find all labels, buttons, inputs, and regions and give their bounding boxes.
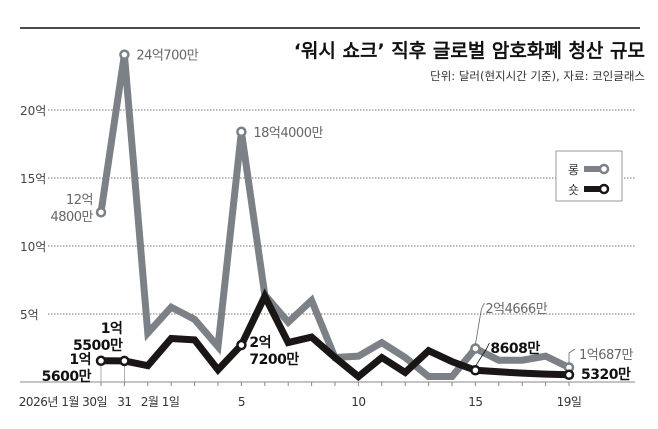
data-point-marker xyxy=(119,49,130,60)
legend-box xyxy=(555,150,623,202)
x-tick-label: 2026년 1월 30일 xyxy=(19,395,107,409)
leader-line xyxy=(475,302,485,345)
data-label: 7200만 xyxy=(249,352,299,368)
data-point-marker xyxy=(236,126,247,138)
data-label: 2억4666만 xyxy=(485,302,547,317)
data-label: 24억700만 xyxy=(136,49,198,64)
y-tick-label: 10억 xyxy=(20,240,46,254)
data-point-marker xyxy=(236,339,247,351)
data-label: 12억 xyxy=(66,193,93,208)
data-label: 5600만 xyxy=(42,369,92,385)
x-tick-label: 2월 1일 xyxy=(141,395,180,409)
chart-subtitle: 단위: 달러(현지시간 기준), 자료: 코인글래스 xyxy=(430,69,645,83)
data-point-marker xyxy=(95,207,107,218)
data-point-marker xyxy=(119,355,130,367)
data-label: 1억 xyxy=(69,352,91,368)
series-line-short xyxy=(100,288,570,382)
data-label: 1억 xyxy=(101,321,123,337)
data-label: 1억687만 xyxy=(579,348,634,363)
x-tick-label: 19일 xyxy=(557,395,582,409)
data-point-marker xyxy=(470,365,481,376)
x-tick-label: 10 xyxy=(351,395,365,409)
y-tick-label: 20억 xyxy=(20,104,46,118)
data-point-marker xyxy=(95,355,107,367)
legend-marker xyxy=(598,163,610,175)
x-tick-label: 15 xyxy=(468,395,482,409)
x-tick-label: 31 xyxy=(117,395,131,409)
legend-label: 롱 xyxy=(568,163,579,177)
data-label: 5500만 xyxy=(73,338,123,354)
legend-marker xyxy=(598,183,610,195)
leader-line xyxy=(475,342,490,367)
legend-label: 숏 xyxy=(568,183,579,197)
data-label: 18억4000만 xyxy=(253,126,323,141)
data-label: 2억 xyxy=(249,335,271,351)
data-label: 4800만 xyxy=(50,210,93,225)
data-label: 5320만 xyxy=(581,367,631,383)
y-tick-label: 15억 xyxy=(20,172,46,186)
chart-title: ‘워시 쇼크’ 직후 글로벌 암호화폐 청산 규모 xyxy=(294,40,645,62)
data-point-marker xyxy=(563,369,575,381)
x-tick-label: 5 xyxy=(238,395,245,409)
series-line-long xyxy=(97,54,571,381)
leader-line xyxy=(568,348,576,364)
data-label: 8608만 xyxy=(490,341,540,357)
y-tick-label: 5억 xyxy=(20,308,39,322)
data-point-marker xyxy=(470,343,481,354)
